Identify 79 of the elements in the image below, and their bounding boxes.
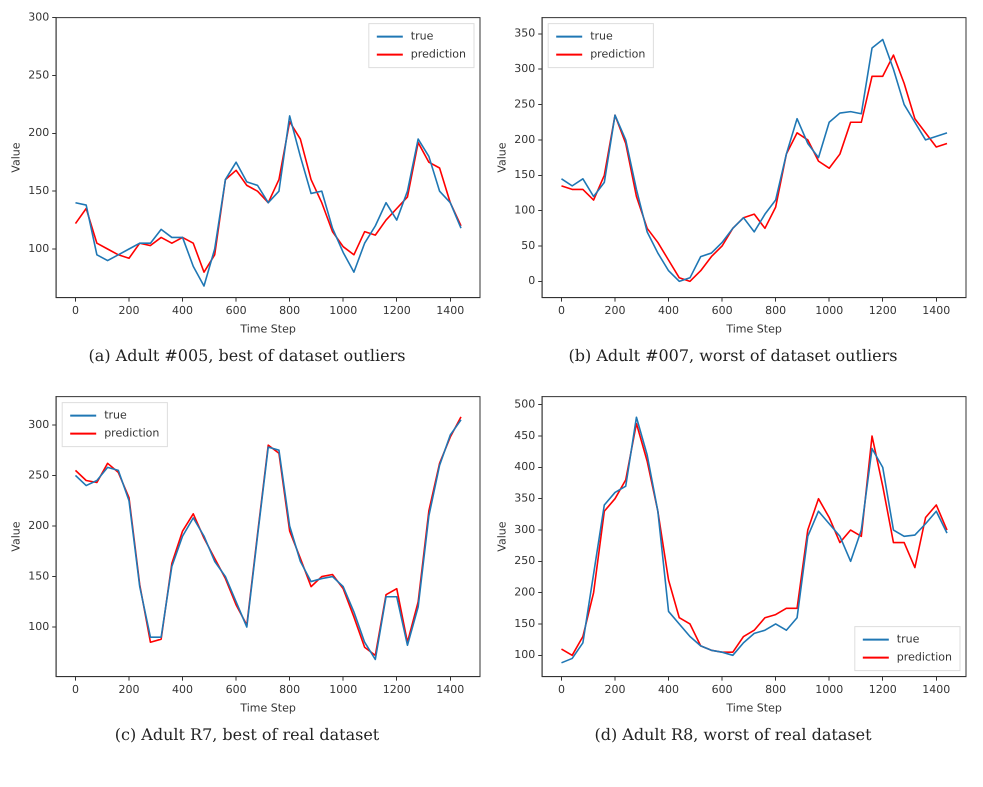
x-tick-label: 600: [226, 304, 247, 318]
legend-label: true: [410, 29, 434, 42]
text: (b) Adult #007, worst of dataset outliers: [568, 346, 898, 365]
y-tick-label: 250: [514, 554, 536, 568]
y-tick-label: 200: [28, 518, 50, 532]
x-tick-label: 400: [172, 304, 194, 318]
x-tick-label: 1400: [436, 304, 464, 318]
y-tick-label: 300: [514, 522, 536, 536]
x-axis-title: Time Step: [725, 701, 782, 714]
y-tick-label: 400: [514, 460, 536, 474]
x-tick-label: 1000: [329, 683, 358, 696]
legend-label: prediction: [896, 650, 952, 664]
x-tick-label: 200: [604, 304, 626, 318]
y-tick-label: 350: [514, 26, 536, 40]
legend-label: prediction: [410, 47, 466, 60]
y-tick-label: 300: [514, 62, 536, 76]
y-tick-label: 200: [28, 126, 50, 140]
y-tick-label: 150: [28, 184, 50, 198]
text: (c) Adult R7, best of real dataset: [114, 725, 380, 744]
x-axis-title: Time Step: [239, 322, 296, 336]
y-tick-label: 300: [28, 10, 50, 24]
y-axis-title: Value: [9, 521, 22, 552]
x-tick-label: 400: [658, 683, 680, 696]
x-tick-label: 1400: [436, 683, 464, 696]
y-tick-label: 200: [514, 586, 536, 599]
y-tick-label: 150: [514, 616, 536, 630]
text: (d) Adult R8, worst of real dataset: [594, 725, 872, 744]
x-tick-label: 200: [118, 304, 140, 318]
legend-label: true: [590, 29, 614, 42]
x-tick-label: 200: [604, 683, 626, 696]
x-tick-label: 400: [172, 683, 194, 696]
y-tick-label: 250: [28, 468, 50, 482]
x-tick-label: 1200: [868, 304, 897, 318]
x-tick-label: 600: [226, 683, 247, 696]
y-tick-label: 150: [514, 168, 536, 182]
x-tick-label: 0: [72, 683, 79, 696]
y-tick-label: 100: [28, 242, 50, 255]
x-axis-title: Time Step: [239, 701, 296, 714]
x-tick-label: 1200: [382, 683, 411, 696]
y-tick-label: 150: [28, 569, 50, 582]
y-axis-title: Value: [9, 142, 22, 173]
y-tick-label: 200: [514, 132, 536, 146]
x-tick-label: 1200: [868, 683, 897, 696]
legend-label: prediction: [590, 47, 646, 60]
y-tick-label: 500: [514, 398, 536, 411]
legend-label: true: [104, 408, 128, 422]
y-tick-label: 250: [514, 97, 536, 110]
x-tick-label: 800: [765, 683, 786, 696]
x-tick-label: 1400: [922, 304, 950, 318]
x-tick-label: 1400: [922, 683, 950, 696]
y-tick-label: 100: [28, 620, 50, 633]
x-tick-label: 400: [658, 304, 680, 318]
x-tick-label: 1000: [329, 304, 358, 318]
x-tick-label: 0: [72, 304, 79, 318]
y-tick-label: 100: [514, 203, 536, 216]
y-tick-label: 0: [528, 274, 536, 288]
x-tick-label: 600: [712, 683, 733, 696]
y-tick-label: 50: [521, 238, 536, 252]
y-tick-label: 250: [28, 68, 50, 82]
y-tick-label: 300: [28, 418, 50, 431]
x-tick-label: 1200: [382, 304, 411, 318]
x-tick-label: 0: [558, 683, 565, 696]
text: (a) Adult #005, best of dataset outliers: [88, 346, 406, 365]
y-axis-title: Value: [495, 142, 508, 173]
x-tick-label: 0: [558, 304, 565, 318]
x-tick-label: 200: [118, 683, 140, 696]
x-tick-label: 600: [712, 304, 733, 318]
x-axis-title: Time Step: [725, 322, 782, 336]
y-tick-label: 350: [514, 492, 536, 505]
x-tick-label: 800: [279, 304, 300, 318]
x-tick-label: 1000: [815, 683, 844, 696]
y-tick-label: 100: [514, 648, 536, 662]
x-tick-label: 800: [279, 683, 300, 696]
y-axis-title: Value: [495, 521, 508, 552]
x-tick-label: 800: [765, 304, 786, 318]
legend-label: true: [896, 632, 920, 646]
x-tick-label: 1000: [815, 304, 844, 318]
y-tick-label: 450: [514, 428, 536, 442]
legend-label: prediction: [104, 426, 160, 440]
